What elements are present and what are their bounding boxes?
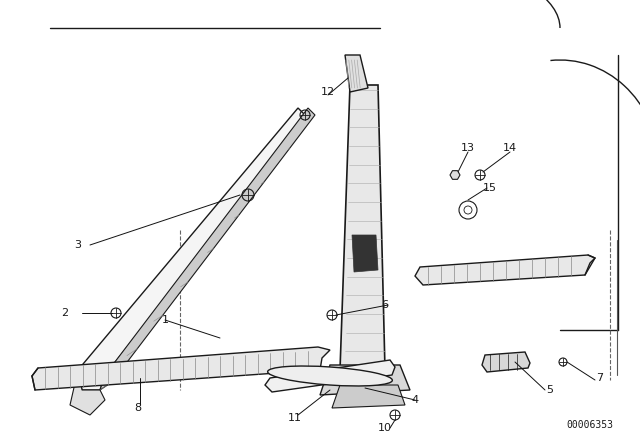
Polygon shape <box>340 85 385 390</box>
Ellipse shape <box>268 366 392 386</box>
Text: 10: 10 <box>378 423 392 433</box>
Polygon shape <box>70 370 105 415</box>
Text: 14: 14 <box>503 143 517 153</box>
Polygon shape <box>352 235 378 272</box>
Polygon shape <box>78 108 308 390</box>
Text: 15: 15 <box>483 183 497 193</box>
Text: 2: 2 <box>61 308 68 318</box>
Text: 3: 3 <box>74 240 81 250</box>
Polygon shape <box>320 365 410 395</box>
Polygon shape <box>332 385 405 408</box>
Polygon shape <box>345 55 368 92</box>
Polygon shape <box>100 108 315 390</box>
Text: 1: 1 <box>161 315 168 325</box>
Text: 12: 12 <box>321 87 335 97</box>
Polygon shape <box>415 255 595 285</box>
Polygon shape <box>482 352 530 372</box>
Text: 00006353: 00006353 <box>566 420 614 430</box>
Text: 7: 7 <box>596 373 604 383</box>
Polygon shape <box>450 171 460 179</box>
Polygon shape <box>265 360 395 392</box>
Text: 4: 4 <box>412 395 419 405</box>
Text: 11: 11 <box>288 413 302 423</box>
Text: 5: 5 <box>547 385 554 395</box>
Polygon shape <box>32 347 330 390</box>
Text: 6: 6 <box>381 300 388 310</box>
Text: 13: 13 <box>461 143 475 153</box>
Text: 8: 8 <box>134 403 141 413</box>
